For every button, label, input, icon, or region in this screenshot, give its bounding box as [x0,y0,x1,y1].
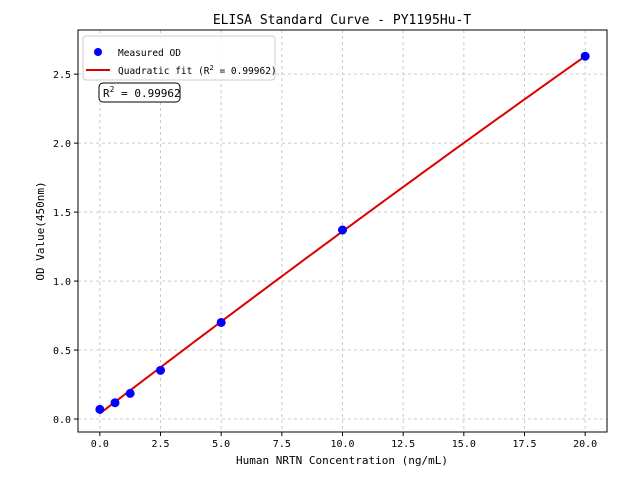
legend-fit-label: Quadratic fit (R2 = 0.99962) [118,64,277,77]
r-squared-annotation: R2 = 0.99962 [98,82,181,103]
y-tick-label: 0.0 [53,415,71,426]
y-axis-label: OD Value(450nm) [34,181,47,280]
legend-box [82,35,276,81]
legend: Measured OD Quadratic fit (R2 = 0.99962) [82,35,277,81]
x-axis-label: Human NRTN Concentration (ng/mL) [236,454,448,467]
x-tick-label: 2.5 [151,439,169,450]
y-tick-label: 2.0 [53,139,71,150]
x-tick-label: 7.5 [273,439,291,450]
y-tick-label: 0.5 [53,346,71,357]
x-tick-label: 0.0 [91,439,109,450]
y-tick-label: 2.5 [53,70,71,81]
annotation-box [98,82,181,103]
x-tick-label: 15.0 [452,439,476,450]
plot-marks [95,51,590,415]
annotation-text: R2 = 0.99962 [103,85,181,100]
x-tick-label: 20.0 [573,439,597,450]
x-tick-label: 12.5 [391,439,415,450]
data-point [110,398,120,408]
data-point [125,388,135,398]
grid [78,30,607,432]
y-tick-label: 1.0 [53,277,71,288]
x-tick-label: 17.5 [512,439,536,450]
data-point [156,365,166,375]
axis-ticks: 0.0 2.5 5.0 7.5 10.0 12.5 15.0 17.5 20.0 0.0 0.5 1.… [53,70,597,450]
data-point [95,404,105,414]
data-point [338,225,347,235]
x-tick-label: 10.0 [330,439,354,450]
x-tick-label: 5.0 [212,439,230,450]
legend-scatter-label: Measured OD [118,48,181,59]
data-point [216,317,226,327]
legend-scatter-marker [94,48,102,56]
data-point [580,51,590,61]
y-tick-label: 1.5 [53,208,71,219]
chart-title: ELISA Standard Curve - PY1195Hu-T [213,13,471,28]
